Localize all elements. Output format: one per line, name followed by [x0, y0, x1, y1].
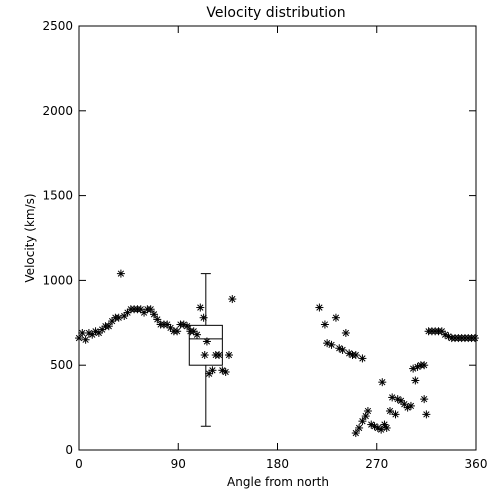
data-point: [385, 406, 394, 415]
y-axis-label: Velocity (km/s): [23, 193, 37, 282]
data-point: [377, 425, 386, 434]
data-point: [199, 313, 208, 322]
data-point: [149, 310, 158, 319]
data-point: [221, 367, 230, 376]
data-point: [81, 335, 90, 344]
x-tick-label: 180: [266, 457, 289, 471]
data-point: [183, 322, 192, 331]
data-point: [331, 313, 340, 322]
data-point: [351, 429, 360, 438]
data-point: [200, 351, 209, 360]
y-tick-label: 2000: [42, 104, 73, 118]
x-tick-label: 0: [75, 457, 83, 471]
data-point: [173, 327, 182, 336]
data-point: [358, 354, 367, 363]
data-point: [215, 351, 224, 360]
data-point: [400, 400, 409, 409]
data-point: [228, 295, 237, 304]
y-tick-label: 0: [65, 443, 73, 457]
data-points: [75, 269, 479, 438]
data-point: [470, 334, 479, 343]
data-point: [388, 393, 397, 402]
data-point: [196, 303, 205, 312]
x-axis: 0 90 180 270 360: [75, 26, 487, 471]
data-point: [420, 361, 429, 370]
data-point: [153, 315, 162, 324]
boxplot: [188, 273, 223, 427]
data-point: [420, 395, 429, 404]
x-tick-label: 90: [171, 457, 186, 471]
data-point: [108, 317, 117, 326]
data-point: [146, 305, 155, 314]
data-point: [393, 395, 402, 404]
data-point: [411, 376, 420, 385]
x-tick-label: 270: [365, 457, 388, 471]
data-point: [104, 322, 113, 331]
y-tick-label: 500: [50, 358, 73, 372]
data-point: [382, 423, 391, 432]
data-point: [413, 362, 422, 371]
data-point: [363, 406, 372, 415]
data-point: [192, 330, 201, 339]
data-point: [189, 327, 198, 336]
data-point: [208, 366, 217, 375]
data-point: [116, 269, 125, 278]
data-point: [378, 378, 387, 387]
x-tick-label: 360: [465, 457, 488, 471]
data-point: [114, 313, 123, 322]
y-tick-label: 1500: [42, 189, 73, 203]
data-point: [391, 410, 400, 419]
data-point: [94, 328, 103, 337]
data-point: [315, 303, 324, 312]
data-point: [224, 351, 233, 360]
data-point: [320, 320, 329, 329]
data-point: [355, 423, 364, 432]
data-point: [327, 340, 336, 349]
data-point: [75, 334, 83, 343]
x-axis-label: Angle from north: [227, 475, 329, 489]
data-point: [338, 345, 347, 354]
y-tick-label: 2500: [42, 19, 73, 33]
data-point: [406, 401, 415, 410]
chart-title: Velocity distribution: [206, 5, 345, 21]
data-point: [422, 410, 431, 419]
data-point: [341, 328, 350, 337]
y-axis: 0 500 1000 1500 2000 2500: [42, 19, 476, 457]
data-point: [351, 351, 360, 360]
plot-frame: [78, 25, 477, 451]
y-tick-label: 1000: [42, 273, 73, 287]
data-point: [358, 417, 367, 426]
